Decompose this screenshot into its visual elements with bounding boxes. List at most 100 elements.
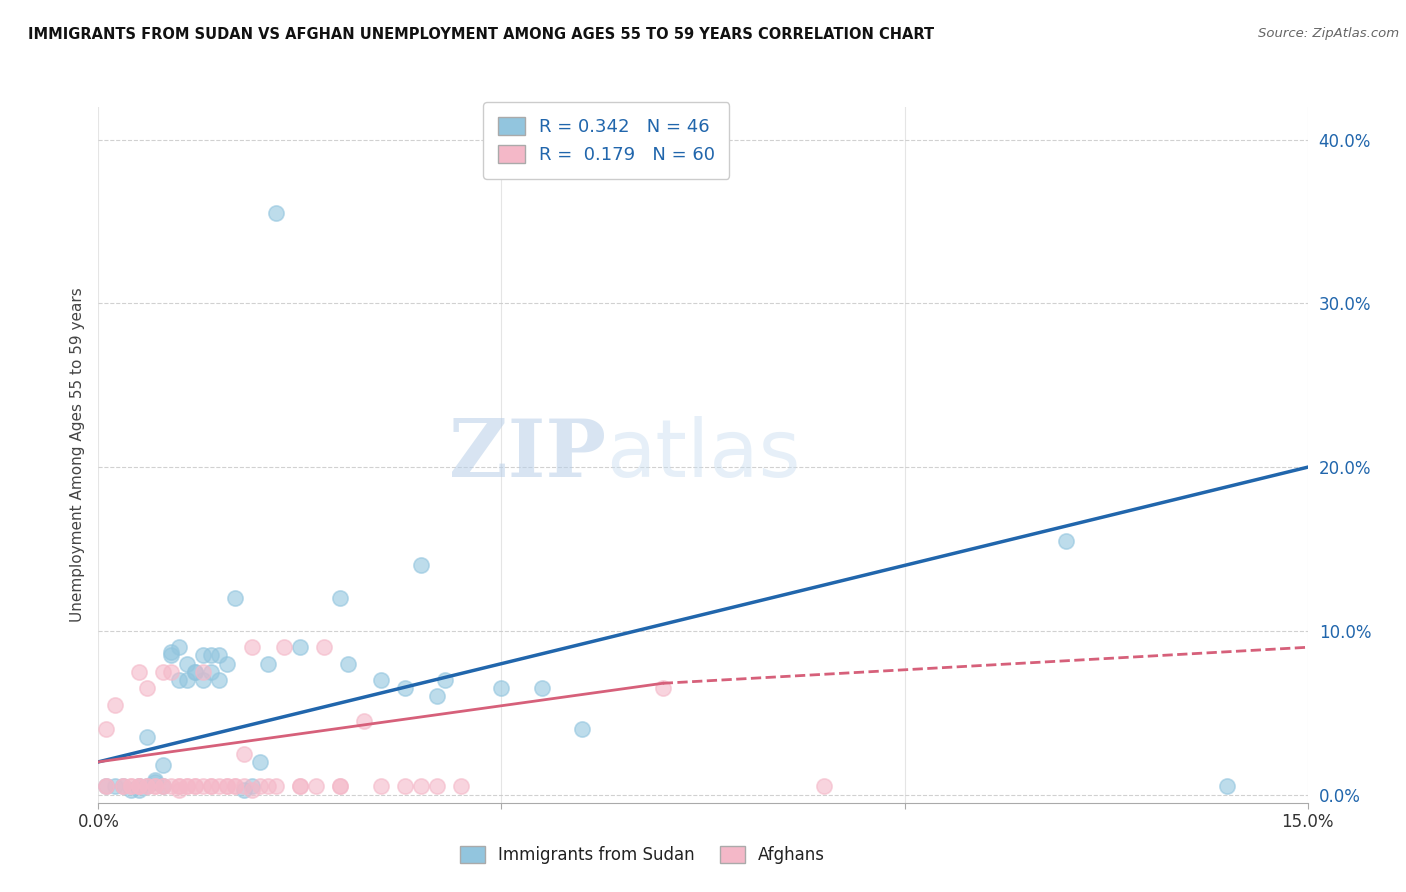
Point [143,774,166,789]
Point [208,780,231,794]
Point [160,665,183,679]
Point [128,665,150,679]
Point [135,731,157,745]
Point [135,780,157,794]
Text: Source: ZipAtlas.com: Source: ZipAtlas.com [1258,27,1399,40]
Point [224,591,246,606]
Point [176,780,198,794]
Point [152,780,174,794]
Point [128,780,150,794]
Point [249,755,271,769]
Point [273,640,295,655]
Point [409,780,432,794]
Point [264,206,287,220]
Point [160,645,183,659]
Point [1216,780,1239,794]
Point [111,780,134,794]
Point [103,780,125,794]
Point [200,780,222,794]
Point [111,780,134,794]
Point [571,722,593,736]
Point [143,772,166,787]
Point [450,780,472,794]
Point [353,714,375,728]
Point [200,665,222,679]
Point [184,780,207,794]
Point [193,673,215,687]
Point [143,780,166,794]
Point [103,698,125,712]
Point [167,673,190,687]
Point [152,665,174,679]
Point [160,648,183,663]
Point [135,780,157,794]
Point [232,782,254,797]
Point [651,681,673,696]
Point [167,780,190,794]
Text: ZIP: ZIP [450,416,606,494]
Point [128,780,150,794]
Point [409,558,432,573]
Point [264,780,287,794]
Point [184,665,207,679]
Point [232,747,254,761]
Point [193,665,215,679]
Point [394,681,416,696]
Point [813,780,835,794]
Point [120,780,142,794]
Point [217,780,239,794]
Point [249,780,271,794]
Point [128,782,150,797]
Point [394,780,416,794]
Point [120,782,142,797]
Y-axis label: Unemployment Among Ages 55 to 59 years: Unemployment Among Ages 55 to 59 years [69,287,84,623]
Point [96,722,118,736]
Point [426,690,449,704]
Point [224,780,246,794]
Legend: Immigrants from Sudan, Afghans: Immigrants from Sudan, Afghans [453,839,832,871]
Point [152,758,174,772]
Point [167,782,190,797]
Point [128,780,150,794]
Point [167,780,190,794]
Point [184,780,207,794]
Point [329,780,352,794]
Point [1054,533,1077,548]
Point [167,640,190,655]
Point [530,681,553,696]
Point [491,681,513,696]
Point [152,780,174,794]
Point [224,780,246,794]
Point [337,657,360,671]
Point [176,673,198,687]
Point [143,780,166,794]
Point [288,640,311,655]
Point [200,648,222,663]
Point [240,782,263,797]
Point [184,665,207,679]
Point [370,673,392,687]
Point [96,780,118,794]
Point [232,780,254,794]
Point [135,780,157,794]
Point [217,657,239,671]
Point [305,780,328,794]
Point [128,780,150,794]
Point [193,780,215,794]
Point [96,780,118,794]
Point [120,780,142,794]
Point [152,780,174,794]
Point [96,780,118,794]
Point [200,780,222,794]
Point [217,780,239,794]
Point [256,657,278,671]
Point [135,681,157,696]
Point [370,780,392,794]
Point [160,780,183,794]
Point [314,640,336,655]
Point [288,780,311,794]
Point [193,648,215,663]
Point [329,780,352,794]
Point [176,657,198,671]
Point [208,648,231,663]
